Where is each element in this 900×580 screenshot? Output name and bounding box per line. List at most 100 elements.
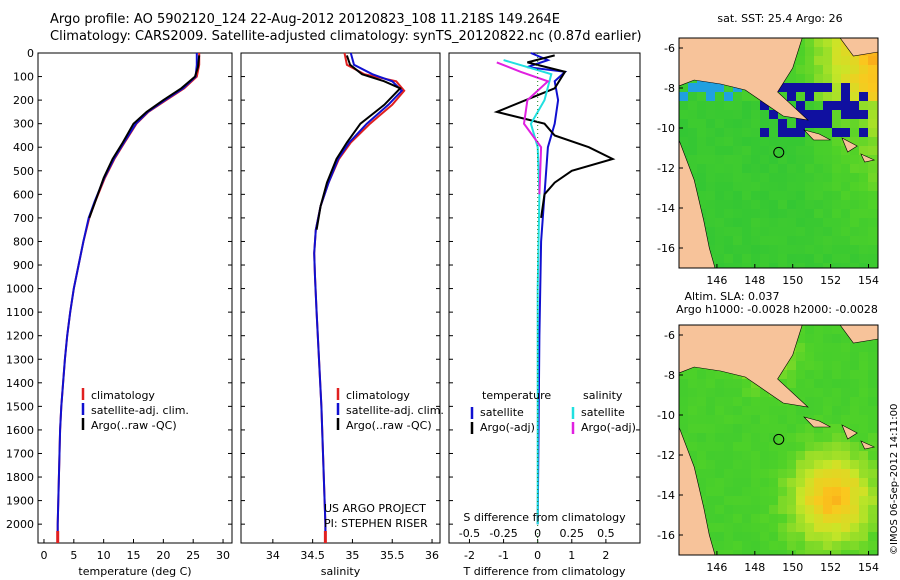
map-cell xyxy=(769,218,779,228)
map-cell xyxy=(796,379,806,389)
map-cell xyxy=(760,397,770,407)
map-cell xyxy=(715,379,725,389)
map-cell xyxy=(733,236,743,246)
x-tick-label: 148 xyxy=(744,561,765,574)
map-cell xyxy=(787,155,797,165)
map-cell xyxy=(778,155,788,165)
map-cell xyxy=(787,406,797,416)
map-cell xyxy=(688,424,698,434)
map-cell xyxy=(688,451,698,461)
map-cell xyxy=(859,218,869,228)
map-cell xyxy=(742,514,752,524)
map-cell xyxy=(769,119,779,129)
map-cell xyxy=(742,460,752,470)
map-cell xyxy=(742,415,752,425)
map-cell xyxy=(733,460,743,470)
map-cell xyxy=(760,218,770,228)
map-cell xyxy=(814,379,824,389)
project-annotation: PI: STEPHEN RISER xyxy=(324,517,428,530)
map-cell xyxy=(733,424,743,434)
map-cell xyxy=(760,505,770,515)
map-cell xyxy=(724,478,734,488)
map-cell xyxy=(814,209,824,219)
y-tick-label: 1900 xyxy=(6,495,34,508)
map-cell xyxy=(715,182,725,192)
map-cell xyxy=(760,146,770,156)
map-cell xyxy=(805,334,815,344)
map-cell xyxy=(679,110,689,120)
map-cell xyxy=(679,424,689,434)
map-cell xyxy=(823,451,833,461)
map-cell xyxy=(724,451,734,461)
map-cell xyxy=(787,523,797,533)
map-cell xyxy=(706,92,716,102)
series-line xyxy=(88,55,201,219)
map-cell xyxy=(805,83,815,93)
map-cell xyxy=(760,415,770,425)
map-cell xyxy=(832,406,842,416)
map-cell xyxy=(823,245,833,255)
map-cell xyxy=(841,128,851,138)
y-tick-label: -16 xyxy=(657,242,675,255)
map-cell xyxy=(841,469,851,479)
map-cell xyxy=(841,397,851,407)
map-cell xyxy=(832,325,842,335)
map-cell xyxy=(742,218,752,228)
map-cell xyxy=(787,478,797,488)
map-cell xyxy=(823,433,833,443)
map-cell xyxy=(859,460,869,470)
map-cell xyxy=(715,388,725,398)
map-cell xyxy=(688,119,698,129)
legend-label: Argo(..raw -QC) xyxy=(91,419,177,432)
map-cell xyxy=(760,550,770,555)
map-cell xyxy=(733,523,743,533)
map-cell xyxy=(823,487,833,497)
map-cell xyxy=(823,343,833,353)
plot-frame xyxy=(37,52,233,544)
map-cell xyxy=(769,415,779,425)
map-cell xyxy=(787,496,797,506)
map-cell xyxy=(706,370,716,380)
map-cell xyxy=(787,487,797,497)
map-cell xyxy=(688,415,698,425)
map-cell xyxy=(868,514,878,524)
map-cell xyxy=(814,155,824,165)
map-cell xyxy=(859,343,869,353)
map-cell xyxy=(823,397,833,407)
top-tick-label: 0 xyxy=(534,527,541,540)
map-cell xyxy=(859,541,869,551)
map-cell xyxy=(760,227,770,237)
y-tick-label: 1300 xyxy=(6,353,34,366)
map-cell xyxy=(733,155,743,165)
map-cell xyxy=(760,514,770,524)
x-tick-label: 152 xyxy=(820,561,841,574)
map-cell xyxy=(751,245,761,255)
map-cell xyxy=(742,191,752,201)
legend-label: satellite xyxy=(480,406,524,419)
map-cell xyxy=(724,227,734,237)
temperature-profile-panel: 0 5 10 15 20 25 300100200300400500600700800900… xyxy=(6,47,233,578)
map-cell xyxy=(805,343,815,353)
map-frame xyxy=(678,37,879,269)
map-cell xyxy=(832,56,842,66)
map-cell xyxy=(868,209,878,219)
map-cell xyxy=(706,83,716,93)
map-cell xyxy=(832,442,842,452)
map-cell xyxy=(868,343,878,353)
map-cell xyxy=(769,227,779,237)
map-cell xyxy=(742,397,752,407)
plot-frame xyxy=(448,52,641,544)
map-cell xyxy=(742,379,752,389)
map-cell xyxy=(841,146,851,156)
map-cell xyxy=(706,164,716,174)
map-cell xyxy=(823,92,833,102)
map-cell xyxy=(778,200,788,210)
map-cell xyxy=(841,227,851,237)
map-cell xyxy=(715,487,725,497)
map-field xyxy=(679,325,878,555)
map-cell xyxy=(769,128,779,138)
map-cell xyxy=(841,164,851,174)
map-cell xyxy=(706,424,716,434)
map-cell xyxy=(724,236,734,246)
map-cell xyxy=(823,173,833,183)
